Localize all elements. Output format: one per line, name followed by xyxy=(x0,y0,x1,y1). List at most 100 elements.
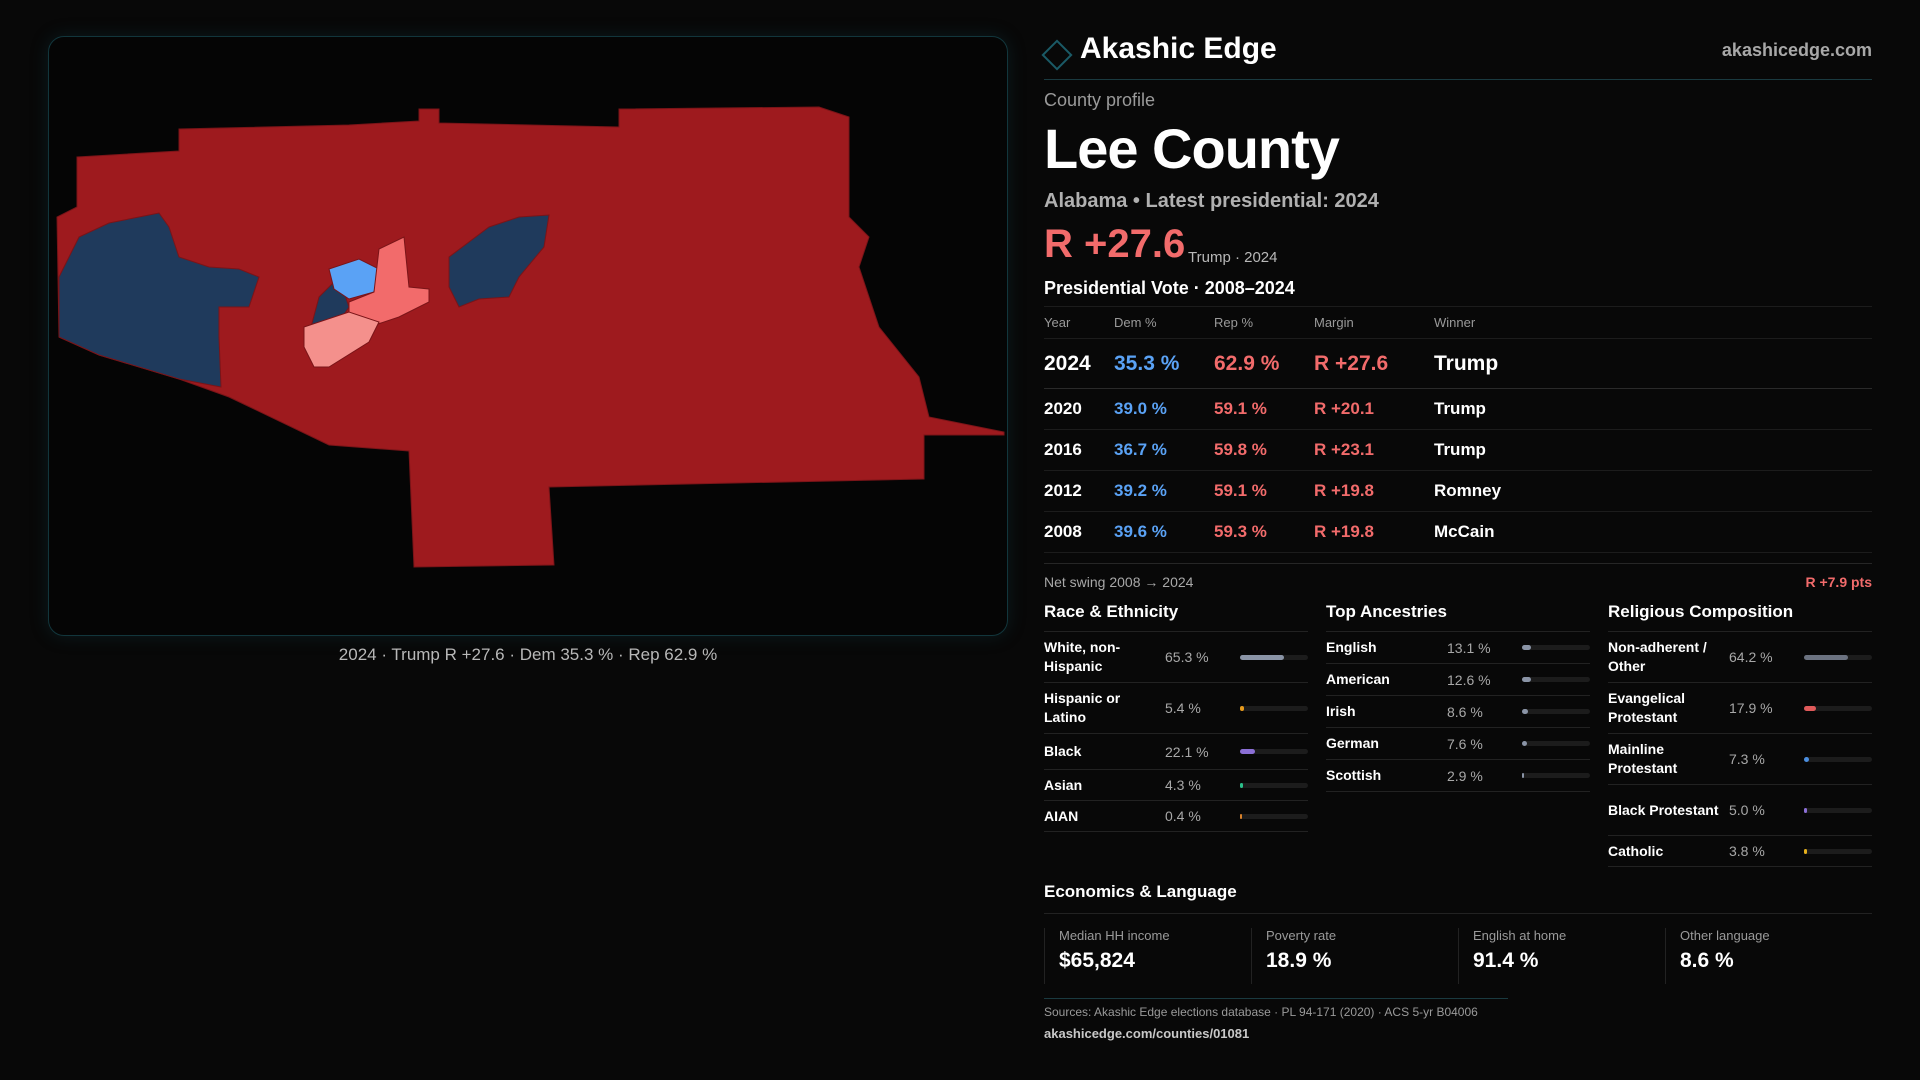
religion-bar-fill xyxy=(1804,705,1817,711)
sources: Sources: Akashic Edge elections database… xyxy=(1044,998,1508,1019)
race-bar-fill xyxy=(1240,813,1242,819)
vote-rep: 59.1 % xyxy=(1214,470,1314,512)
vote-rep: 59.8 % xyxy=(1214,429,1314,471)
religion-value: 5.0 % xyxy=(1729,802,1765,818)
vote-dem: 36.7 % xyxy=(1114,429,1214,471)
race-label: Hispanic or Latino xyxy=(1044,690,1121,725)
religion-row: Evangelical Protestant 17.9 % xyxy=(1608,683,1872,734)
ancestry-bar xyxy=(1522,773,1590,778)
precinct-rep-strong xyxy=(56,106,1005,568)
subtitle: Alabama • Latest presidential: 2024 xyxy=(1044,190,1379,212)
headline-sub: Trump · 2024 xyxy=(1188,249,1278,266)
stat-value: 91.4 % xyxy=(1473,949,1539,972)
race-row: Hispanic or Latino 5.4 % xyxy=(1044,683,1308,734)
religion-row: Non-adherent / Other 64.2 % xyxy=(1608,632,1872,683)
precinct-rep-pale xyxy=(303,311,380,368)
precinct-rep-light xyxy=(348,236,430,328)
ancestry-bar xyxy=(1522,709,1590,714)
ancestry-value: 7.6 % xyxy=(1447,735,1483,752)
county-map[interactable] xyxy=(48,36,1008,636)
race-value: 22.1 % xyxy=(1165,743,1209,760)
ancestry-bar-fill xyxy=(1522,645,1531,650)
religion-bar-fill xyxy=(1804,807,1808,813)
race-row: White, non-Hispanic 65.3 % xyxy=(1044,632,1308,683)
col-rep: Rep % xyxy=(1214,306,1314,339)
race-value: 5.4 % xyxy=(1165,700,1201,716)
stat-label: English at home xyxy=(1473,928,1567,943)
vote-margin: R +20.1 xyxy=(1314,388,1434,430)
col-margin: Margin xyxy=(1314,306,1434,339)
race-row: Asian 4.3 % xyxy=(1044,770,1308,801)
stat-card: English at home 91.4 % xyxy=(1458,928,1665,984)
ancestry-row: German 7.6 % xyxy=(1326,728,1590,760)
religion-bar-fill xyxy=(1804,756,1809,762)
ancestry-title: Top Ancestries xyxy=(1326,602,1590,632)
vote-dem: 39.0 % xyxy=(1114,388,1214,430)
vote-dem: 39.2 % xyxy=(1114,470,1214,512)
stat-card: Poverty rate 18.9 % xyxy=(1251,928,1458,984)
religion-bar-fill xyxy=(1804,654,1848,660)
race-label: White, non-Hispanic xyxy=(1044,639,1121,674)
swing-value: R +7.9 pts xyxy=(1805,574,1872,590)
ancestry-bar xyxy=(1522,677,1590,682)
race-value: 4.3 % xyxy=(1165,777,1201,793)
race-bar xyxy=(1240,782,1308,788)
col-dem: Dem % xyxy=(1114,306,1214,339)
stat-label: Median HH income xyxy=(1059,928,1170,943)
vote-rep: 59.3 % xyxy=(1214,511,1314,553)
religion-bar-fill xyxy=(1804,848,1807,854)
col-year: Year xyxy=(1044,306,1114,339)
ancestry-bar-fill xyxy=(1522,773,1524,778)
religion-bar xyxy=(1804,705,1872,711)
religion-label: Non-adherent / Other xyxy=(1608,639,1707,674)
headline-margin: R +27.6 xyxy=(1044,222,1186,266)
net-swing: Net swing 2008 → 2024 R +7.9 pts xyxy=(1044,563,1872,590)
economics-stats: Median HH income $65,824 Poverty rate 18.9 … xyxy=(1044,928,1872,984)
stat-value: 18.9 % xyxy=(1266,949,1332,972)
ancestry-bar-fill xyxy=(1522,741,1528,746)
header: Akashic Edge akashicedge.com xyxy=(1041,30,1872,80)
ancestry-value: 13.1 % xyxy=(1447,639,1491,656)
ancestry-label: German xyxy=(1326,735,1379,751)
col-winner: Winner xyxy=(1434,306,1872,339)
vote-winner: Trump xyxy=(1434,338,1872,389)
vote-rep: 62.9 % xyxy=(1214,338,1314,389)
vote-row: 2024 35.3 % 62.9 % R +27.6 Trump xyxy=(1044,338,1872,389)
race-value: 65.3 % xyxy=(1165,649,1209,665)
kicker: County profile xyxy=(1044,90,1156,110)
religion-value: 64.2 % xyxy=(1729,649,1773,665)
religion-row: Black Protestant 5.0 % xyxy=(1608,785,1872,836)
vote-row: 2020 39.0 % 59.1 % R +20.1 Trump xyxy=(1044,388,1872,430)
vote-winner: Trump xyxy=(1434,429,1872,471)
race-bar xyxy=(1240,654,1308,660)
ancestry-label: Irish xyxy=(1326,703,1356,719)
ancestry-row: Irish 8.6 % xyxy=(1326,696,1590,728)
vote-dem: 35.3 % xyxy=(1114,338,1214,389)
brand-name: Akashic Edge xyxy=(1080,32,1277,65)
precinct-dem-strong xyxy=(58,212,260,388)
stat-value: $65,824 xyxy=(1059,949,1135,972)
vote-rep: 59.1 % xyxy=(1214,388,1314,430)
site-link[interactable]: akashicedge.com xyxy=(1721,40,1872,60)
race-bar-fill xyxy=(1240,782,1243,788)
ancestry-bar-fill xyxy=(1522,709,1528,714)
county-url[interactable]: akashicedge.com/counties/01081 xyxy=(1044,1026,1250,1041)
religion-value: 3.8 % xyxy=(1729,843,1765,859)
vote-margin: R +19.8 xyxy=(1314,470,1434,512)
religion-label: Evangelical Protestant xyxy=(1608,690,1686,725)
stat-label: Other language xyxy=(1680,928,1770,943)
page-title: Lee County xyxy=(1044,117,1340,180)
religion-value: 17.9 % xyxy=(1729,700,1773,716)
precinct-map xyxy=(56,106,1005,568)
race-bar-fill xyxy=(1240,705,1244,711)
vote-winner: McCain xyxy=(1434,511,1872,553)
ancestry-value: 12.6 % xyxy=(1447,671,1491,688)
religion-bar xyxy=(1804,848,1872,854)
vote-title: Presidential Vote · 2008–2024 xyxy=(1044,278,1295,298)
race-bar xyxy=(1240,813,1308,819)
religion-label: Black Protestant xyxy=(1608,801,1719,818)
economics-title: Economics & Language xyxy=(1044,882,1872,914)
race-row: Black 22.1 % xyxy=(1044,734,1308,770)
ancestry-label: English xyxy=(1326,639,1377,655)
race-bar xyxy=(1240,749,1308,754)
